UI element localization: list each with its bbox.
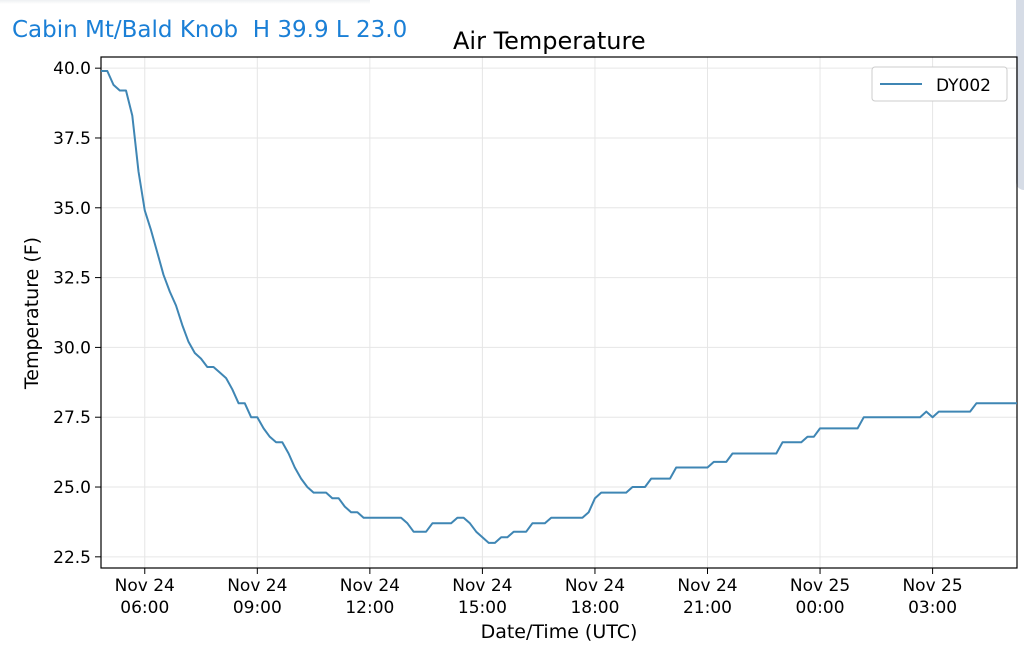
grid-lines: [101, 57, 1017, 568]
y-tick-label: 35.0: [53, 199, 91, 219]
x-tick-label-time: 21:00: [683, 598, 732, 618]
legend-label-dy002: DY002: [936, 76, 991, 96]
y-tick-label: 32.5: [53, 269, 91, 289]
series-layer: [101, 70, 1017, 544]
x-tick-label-time: 09:00: [233, 598, 282, 618]
series-line-dy002: [101, 70, 1017, 544]
x-tick-label-time: 12:00: [345, 598, 394, 618]
x-tick-label-time: 18:00: [570, 598, 619, 618]
x-tick-label-date: Nov 24: [115, 576, 175, 596]
y-tick-label: 30.0: [53, 338, 91, 358]
x-tick-label-time: 06:00: [120, 598, 169, 618]
y-axis-ticks: 22.5 25.0 27.5 30.0 32.5 35.0 37.5 40.0: [53, 59, 101, 568]
x-tick-label-date: Nov 24: [677, 576, 737, 596]
y-tick-label: 37.5: [53, 129, 91, 149]
y-tick-label: 27.5: [53, 408, 91, 428]
plot-frame: [100, 56, 1018, 569]
x-tick-label-date: Nov 24: [340, 576, 400, 596]
x-tick-label-date: Nov 24: [452, 576, 512, 596]
x-axis-label: Date/Time (UTC): [481, 621, 638, 643]
x-tick-label-date: Nov 25: [902, 576, 962, 596]
legend-box: [871, 66, 1008, 102]
station-header: Cabin Mt/Bald Knob H 39.9 L 23.0: [12, 17, 408, 43]
legend: DY002: [871, 66, 1008, 102]
y-tick-label: 22.5: [53, 548, 91, 568]
top-edge-shadow: [0, 0, 370, 4]
x-tick-label-date: Nov 25: [790, 576, 850, 596]
scrollbar-handle[interactable]: [1016, 0, 1024, 190]
y-tick-label: 40.0: [53, 59, 91, 79]
y-tick-label: 25.0: [53, 478, 91, 498]
x-tick-label-time: 00:00: [796, 598, 845, 618]
y-axis-label: Temperature (F): [21, 237, 43, 390]
x-tick-label-date: Nov 24: [227, 576, 287, 596]
chart-title: Air Temperature: [453, 27, 646, 55]
x-tick-label-date: Nov 24: [565, 576, 625, 596]
x-tick-label-time: 15:00: [458, 598, 507, 618]
x-tick-label-time: 03:00: [908, 598, 957, 618]
